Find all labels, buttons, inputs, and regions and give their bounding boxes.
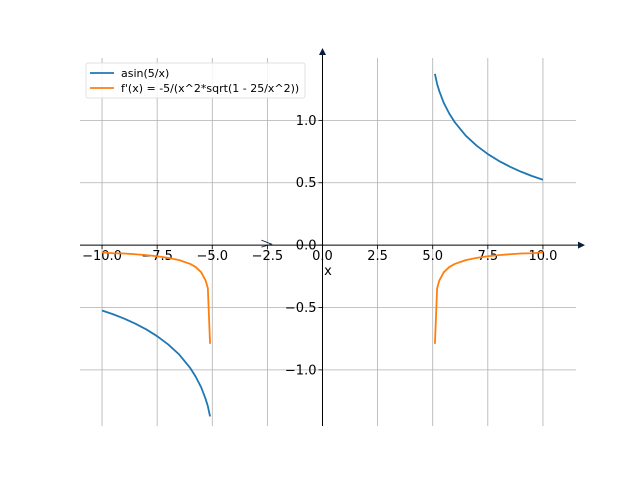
series-2-line-segment-1 [101,251,211,344]
x-axis-label: x [324,264,332,279]
y-tick-label: 1.0 [296,114,317,129]
x-tick-label: 5.0 [422,249,443,264]
y-tick-label: 0.5 [296,176,317,191]
series-1-line-segment-2 [434,73,544,181]
x-tick-label: −2.5 [252,249,284,264]
y-tick-label: −1.0 [285,363,317,378]
y-tick-label: −0.5 [285,301,317,316]
legend-label-1: asin(5/x) [121,67,169,80]
series-1-line-segment-1 [101,309,211,417]
grid [80,58,576,426]
x-axis-arrow-icon [578,241,585,249]
legend: asin(5/x) f'(x) = -5/(x^2*sqrt(1 - 25/x^2… [85,62,306,99]
x-tick-label: −5.0 [196,249,228,264]
y-axis-arrow-icon [318,48,326,55]
legend-label-2: f'(x) = -5/(x^2*sqrt(1 - 25/x^2)) [121,82,299,95]
y-tick-label: 0.0 [296,239,317,254]
x-tick-label: 2.5 [367,249,388,264]
series-group [101,73,544,417]
x-tick-label: −10.0 [82,249,122,264]
axis-marker-icon [261,239,273,248]
axes [80,48,585,426]
x-tick-label: 10.0 [528,249,557,264]
x-tick-label: 0.0 [312,249,333,264]
series-2-line-segment-2 [434,251,544,344]
legend-box [85,62,306,99]
